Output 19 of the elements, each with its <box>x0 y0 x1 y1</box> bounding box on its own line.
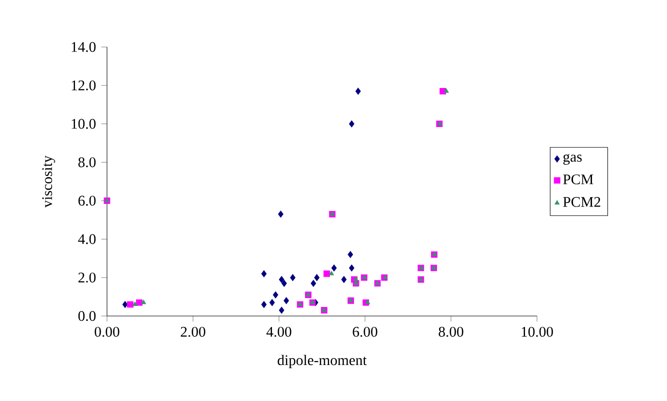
x-tick-label: 8.00 <box>438 326 464 337</box>
legend-label: PCM <box>563 174 594 184</box>
x-tick-label: 4.00 <box>266 326 292 337</box>
y-tick-label: 6.0 <box>78 196 96 206</box>
x-tick-label: 10.00 <box>522 326 553 337</box>
x-tick-label: 2.00 <box>180 326 206 337</box>
x-tick-label: 6.00 <box>352 326 378 337</box>
x-tick-label: 0.00 <box>94 326 120 337</box>
y-tick-label: 2.0 <box>78 272 96 283</box>
legend-label: gas <box>563 154 582 165</box>
y-tick-label: 14.0 <box>72 42 96 52</box>
y-axis-title: viscosity <box>42 155 56 208</box>
y-tick-label: 12.0 <box>72 80 96 90</box>
y-tick-label: 10.0 <box>72 118 96 129</box>
y-tick-label: 0.0 <box>78 311 96 321</box>
legend-label: PCM2 <box>563 197 600 207</box>
y-tick-label: 8.0 <box>78 157 96 168</box>
x-axis-title: dipole-moment <box>278 354 367 368</box>
y-tick-label: 4.0 <box>78 234 96 244</box>
